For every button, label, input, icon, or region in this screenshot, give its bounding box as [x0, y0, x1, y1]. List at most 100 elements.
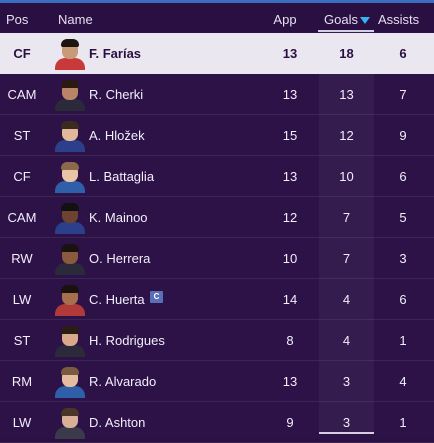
avatar-shirt: [55, 263, 85, 275]
column-header-pos[interactable]: Pos: [6, 12, 29, 27]
column-header-goals[interactable]: Goals: [318, 3, 374, 32]
player-assists: 6: [399, 292, 407, 307]
player-position: CF: [13, 46, 31, 61]
sorted-column-highlight: [319, 32, 374, 432]
captain-badge-icon: C: [150, 291, 163, 303]
avatar-hair: [61, 367, 79, 375]
player-appearances: 13: [282, 46, 298, 61]
player-avatar: [55, 284, 85, 316]
player-position: RM: [11, 374, 33, 389]
avatar-hair: [61, 162, 79, 170]
player-avatar: [55, 202, 85, 234]
column-header-goals-label: Goals: [324, 12, 358, 27]
player-goals: 7: [342, 210, 351, 225]
avatar-hair: [61, 326, 79, 334]
column-header-assists[interactable]: Assists: [378, 12, 420, 27]
player-goals: 3: [342, 374, 351, 389]
table-row[interactable]: ST A. Hložek 15 12 9: [0, 115, 434, 156]
player-avatar: [55, 366, 85, 398]
table-row[interactable]: CF L. Battaglia 13 10 6: [0, 156, 434, 197]
table-row[interactable]: LW C. Huerta C 14 4 6: [0, 279, 434, 320]
player-position: ST: [13, 333, 31, 348]
player-goals: 12: [339, 128, 354, 143]
avatar-hair: [61, 39, 79, 47]
player-assists: 1: [399, 333, 407, 348]
player-goals: 10: [339, 169, 354, 184]
player-goals: 7: [342, 251, 351, 266]
player-avatar: [55, 79, 85, 111]
table-row[interactable]: CAM R. Cherki 13 13 7: [0, 74, 434, 115]
player-appearances: 9: [286, 415, 294, 430]
player-position: CAM: [7, 210, 37, 225]
player-appearances: 8: [286, 333, 294, 348]
sorted-column-bottom-line: [319, 432, 374, 434]
avatar-hair: [61, 244, 79, 252]
player-position: CF: [13, 169, 31, 184]
player-avatar: [55, 243, 85, 275]
player-avatar: [55, 120, 85, 152]
player-assists: 7: [399, 87, 407, 102]
player-assists: 9: [399, 128, 407, 143]
avatar-hair: [61, 203, 79, 211]
player-name[interactable]: D. Ashton: [89, 415, 146, 430]
table-row[interactable]: CF F. Farías 13 18 6: [0, 33, 434, 74]
player-position: ST: [13, 128, 31, 143]
player-name[interactable]: F. Farías: [89, 46, 142, 61]
sort-descending-icon: [360, 17, 370, 24]
player-assists: 4: [399, 374, 407, 389]
avatar-shirt: [55, 427, 85, 439]
column-header-app[interactable]: App: [273, 12, 297, 27]
player-goals: 4: [342, 333, 351, 348]
avatar-shirt: [55, 386, 85, 398]
player-avatar: [55, 325, 85, 357]
player-appearances: 13: [282, 87, 298, 102]
player-assists: 5: [399, 210, 407, 225]
table-row[interactable]: CAM K. Mainoo 12 7 5: [0, 197, 434, 238]
player-goals: 18: [339, 46, 354, 61]
player-assists: 3: [399, 251, 407, 266]
player-assists: 6: [399, 46, 407, 61]
player-name[interactable]: O. Herrera: [89, 251, 151, 266]
player-position: LW: [12, 415, 32, 430]
player-appearances: 14: [282, 292, 298, 307]
player-appearances: 12: [282, 210, 298, 225]
player-position: RW: [11, 251, 33, 266]
player-assists: 6: [399, 169, 407, 184]
player-name[interactable]: C. Huerta: [89, 292, 145, 307]
player-assists: 1: [399, 415, 407, 430]
player-name[interactable]: R. Alvarado: [89, 374, 157, 389]
table-header: Pos Name App Goals Assists: [0, 3, 434, 32]
avatar-shirt: [55, 222, 85, 234]
player-appearances: 10: [282, 251, 298, 266]
player-goals: 3: [342, 415, 351, 430]
player-appearances: 13: [282, 169, 298, 184]
avatar-hair: [61, 121, 79, 129]
player-name[interactable]: A. Hložek: [89, 128, 145, 143]
player-goals: 13: [339, 87, 354, 102]
avatar-shirt: [55, 345, 85, 357]
player-avatar: [55, 161, 85, 193]
table-row[interactable]: LW D. Ashton 9 3 1: [0, 402, 434, 443]
column-header-name[interactable]: Name: [58, 12, 93, 27]
avatar-shirt: [55, 304, 85, 316]
sorted-column-underline: [318, 30, 374, 32]
player-name[interactable]: K. Mainoo: [89, 210, 148, 225]
player-name[interactable]: L. Battaglia: [89, 169, 155, 184]
player-name[interactable]: H. Rodrigues: [89, 333, 165, 348]
avatar-hair: [61, 408, 79, 416]
avatar-hair: [61, 80, 79, 88]
avatar-shirt: [55, 181, 85, 193]
player-goals: 4: [342, 292, 351, 307]
table-row[interactable]: ST H. Rodrigues 8 4 1: [0, 320, 434, 361]
avatar-shirt: [55, 58, 85, 70]
table-row[interactable]: RM R. Alvarado 13 3 4: [0, 361, 434, 402]
player-avatar: [55, 38, 85, 70]
player-appearances: 15: [282, 128, 298, 143]
avatar-hair: [61, 285, 79, 293]
player-appearances: 13: [282, 374, 298, 389]
player-name[interactable]: R. Cherki: [89, 87, 144, 102]
player-avatar: [55, 407, 85, 439]
table-row[interactable]: RW O. Herrera 10 7 3: [0, 238, 434, 279]
avatar-shirt: [55, 99, 85, 111]
